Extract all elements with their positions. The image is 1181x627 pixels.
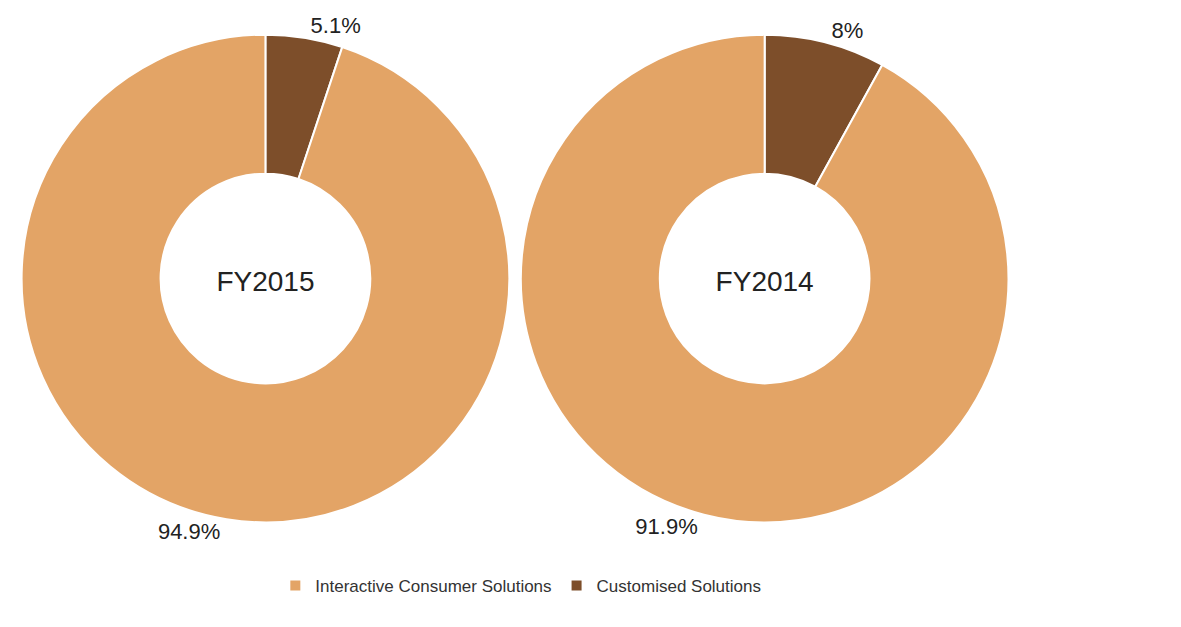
- svg-text:Customised Solutions: Customised Solutions: [597, 577, 761, 596]
- svg-text:91.9%: 91.9%: [635, 514, 697, 539]
- svg-text:5.1%: 5.1%: [311, 13, 361, 38]
- svg-text:Interactive Consumer Solutions: Interactive Consumer Solutions: [315, 577, 551, 596]
- svg-text:94.9%: 94.9%: [158, 519, 220, 544]
- svg-text:FY2015: FY2015: [216, 266, 314, 297]
- svg-text:FY2014: FY2014: [716, 266, 814, 297]
- svg-text:8%: 8%: [832, 18, 864, 43]
